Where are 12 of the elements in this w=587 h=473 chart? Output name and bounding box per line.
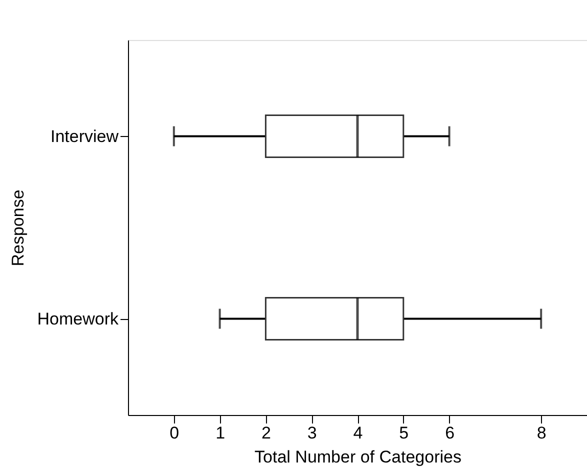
y-tick-label: Interview bbox=[50, 126, 120, 146]
x-tick-label: 1 bbox=[216, 424, 226, 442]
x-tick-label: 2 bbox=[261, 424, 271, 442]
x-tick-label: 6 bbox=[445, 424, 455, 442]
x-tick-label: 8 bbox=[536, 424, 546, 442]
x-tick-label: 5 bbox=[399, 424, 409, 442]
x-tick-label: 3 bbox=[307, 424, 317, 442]
y-tick-label: Homework bbox=[37, 309, 119, 328]
y-axis-title: Response bbox=[8, 190, 28, 266]
x-tick-label: 4 bbox=[353, 424, 363, 442]
x-tick-label: 0 bbox=[170, 424, 180, 442]
x-axis-title: Total Number of Categories bbox=[254, 448, 462, 466]
